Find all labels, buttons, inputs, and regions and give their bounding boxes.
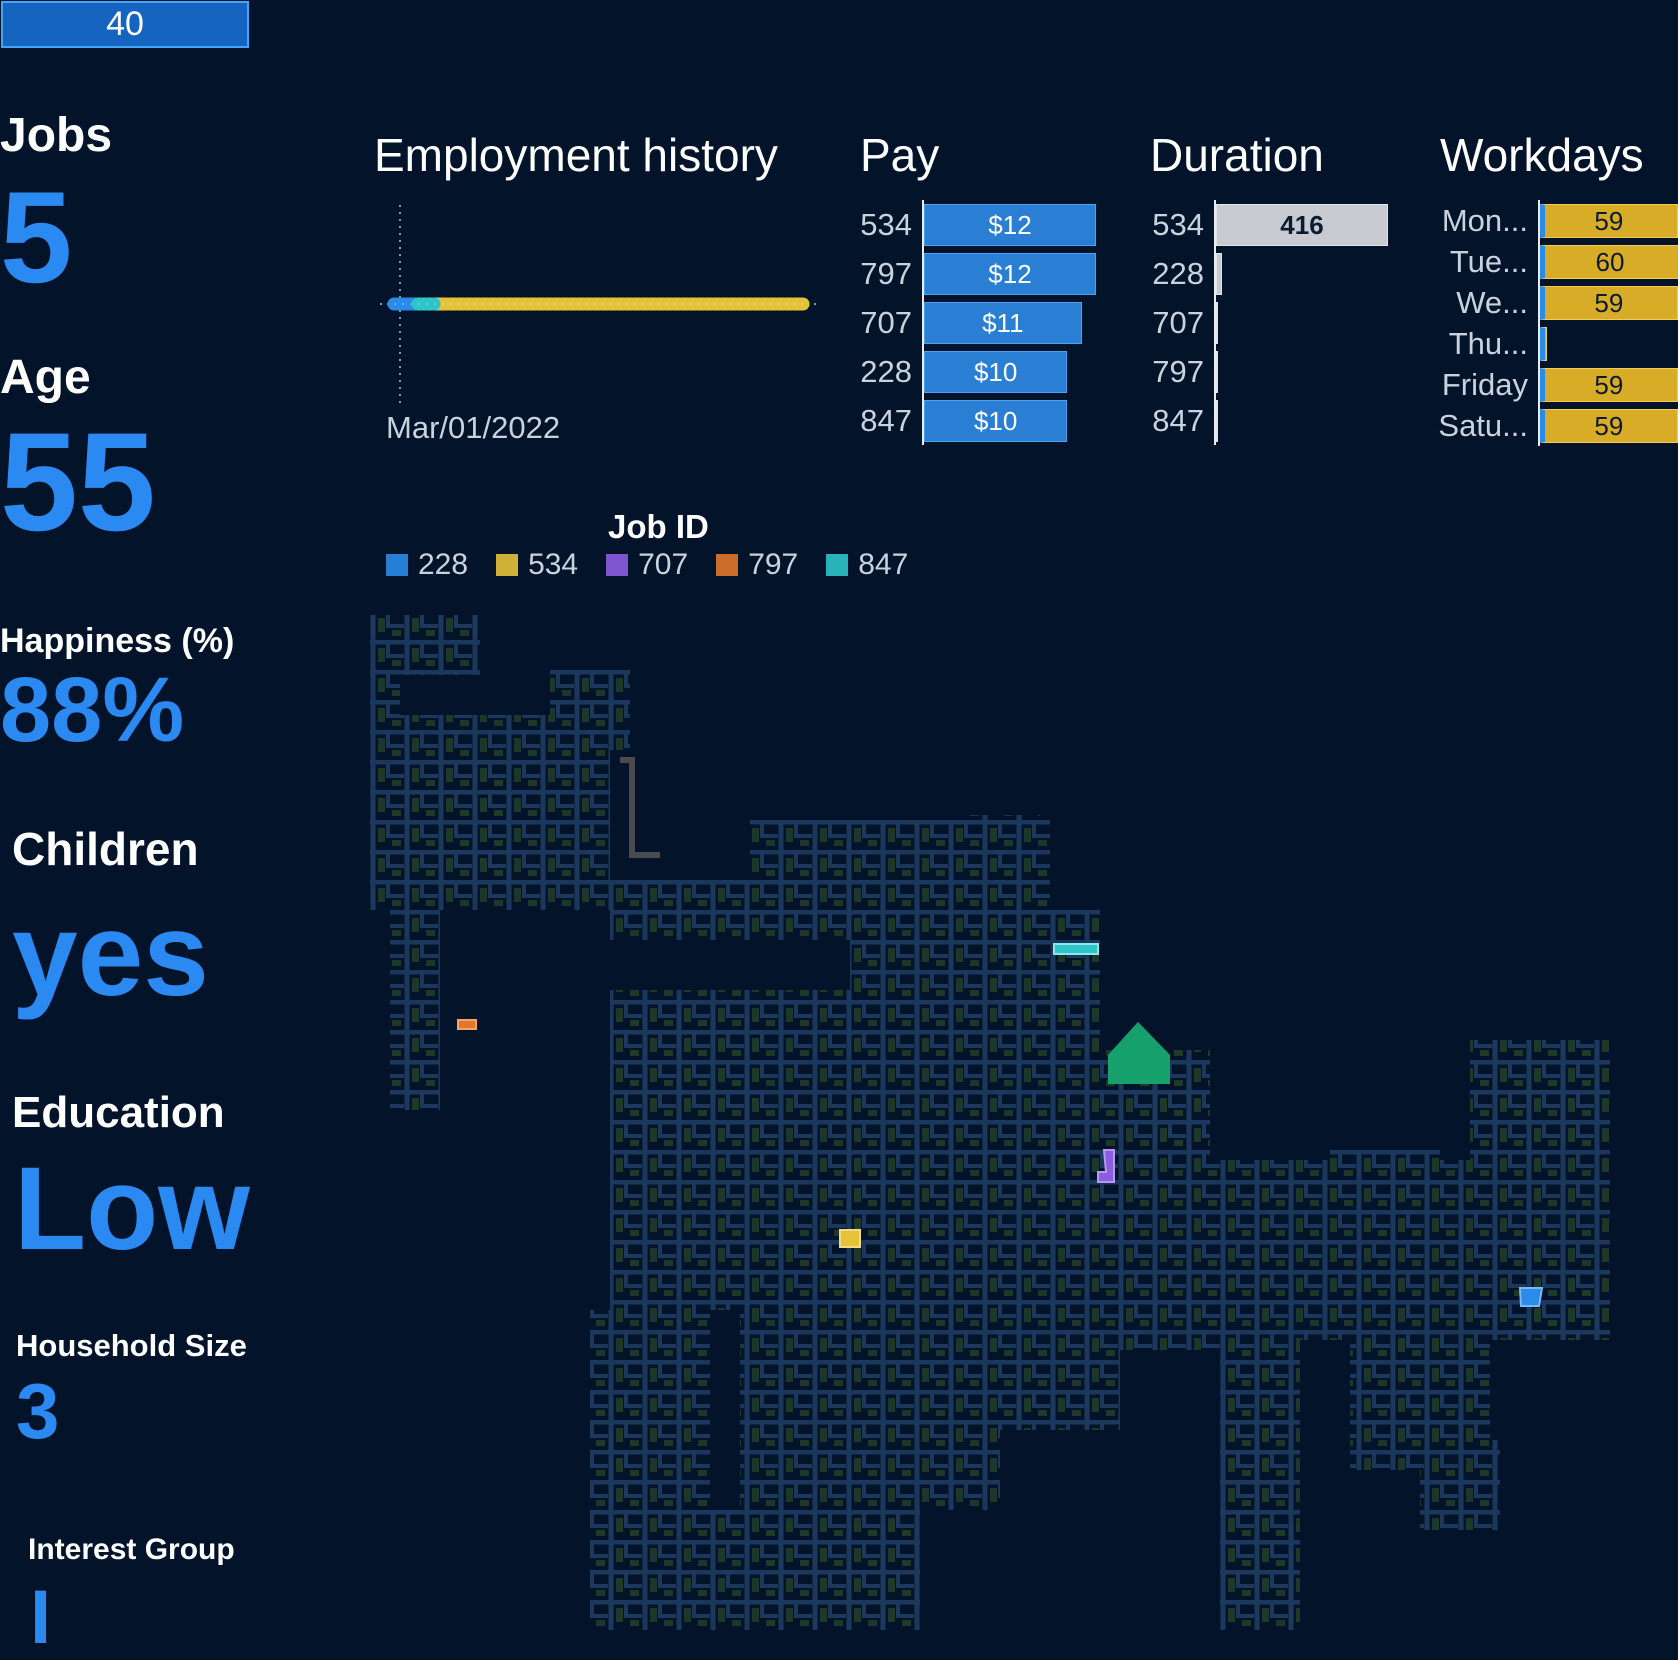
household-size-value: 3 [16,1367,60,1455]
education-value: Low [14,1143,250,1275]
bar-mark[interactable] [1540,285,1678,320]
duration-chart-title: Duration [1150,129,1324,181]
map-location-707[interactable] [1097,1149,1115,1183]
bar-mark[interactable] [1216,203,1388,246]
map-location-797[interactable] [457,1019,477,1030]
map-path-gray [620,757,660,858]
bar-value-label: 416 [1280,209,1324,240]
bar-mark[interactable] [924,301,1082,344]
bar-mark[interactable] [1540,203,1678,238]
workdays-axis-line [1538,200,1540,446]
interest-group-label: Interest Group [28,1533,235,1566]
timeline-date-label: Mar/01/2022 [386,410,561,445]
legend-label: 797 [748,548,799,581]
age-label: Age [0,351,91,404]
pay-axis-line [922,200,924,445]
legend-label: 707 [638,548,689,581]
city-streets [370,615,1610,1630]
employment-history-timeline [380,205,820,405]
children-value: yes [12,889,209,1021]
legend-item-534[interactable]: 534 [496,548,578,582]
bar-category-label: 797 [860,255,912,291]
bar-category-label: 228 [1152,255,1204,291]
jobs-value: 5 [0,164,73,310]
bar-value-label: $10 [973,356,1018,387]
bar-category-label: Tue... [1449,243,1528,279]
bar-value-label: 59 [1594,287,1624,318]
bar-mark[interactable] [1540,326,1547,361]
duration-axis-line [1214,200,1216,445]
bar-mark[interactable] [924,203,1096,246]
bar-mark[interactable] [1216,350,1218,393]
legend-item-797[interactable]: 797 [716,548,798,582]
bar-mark[interactable] [1540,408,1678,443]
pay-chart: 534 $12 797 $12 707 $11 228 $10 847 $10 [838,200,1098,450]
bar-mark[interactable] [1216,252,1222,295]
bar-value-label: $10 [973,405,1018,436]
bar-value-label: 59 [1594,369,1624,400]
happiness-value: 88% [0,659,185,761]
home-icon[interactable] [1108,1022,1170,1084]
bar-mark[interactable] [924,399,1068,442]
duration-chart: 534 416 228 707 797 847 [1128,200,1398,450]
legend-label: 534 [528,548,579,581]
bar-category-label: We... [1456,284,1528,320]
pay-chart-title: Pay [860,129,940,181]
bar-category-label: 797 [1152,353,1204,389]
bar-mark[interactable] [1540,244,1678,279]
happiness-label: Happiness (%) [0,622,235,660]
map-location-534[interactable] [839,1229,861,1248]
employment-history-title: Employment history [374,129,778,181]
bar-category-label: Friday [1441,366,1528,402]
legend-swatch [496,554,519,576]
bar-mark[interactable] [1540,367,1678,402]
interest-group-value: I [30,1575,52,1660]
bar-value-label: 59 [1594,205,1624,236]
citizen-id-box[interactable]: 40 [1,1,249,48]
legend-swatch [716,554,739,576]
household-size-label: Household Size [16,1328,247,1363]
legend-label: 847 [858,548,909,581]
bar-value-label: $12 [988,258,1032,289]
bar-value-label: $12 [988,209,1032,240]
bar-mark[interactable] [1216,301,1218,344]
legend-swatch [606,554,629,576]
bar-category-label: 534 [860,206,912,242]
bar-category-label: 228 [860,353,912,389]
jobs-label: Jobs [0,109,113,162]
city-map[interactable] [370,610,1640,1635]
bar-value-label: $11 [982,307,1024,338]
bar-mark[interactable] [924,252,1096,295]
bar-category-label: Satu... [1438,407,1528,443]
job-id-legend: 228 534 707 797 847 [386,548,908,582]
bar-mark[interactable] [1216,399,1218,442]
bar-category-label: 534 [1152,206,1204,242]
legend-item-847[interactable]: 847 [826,548,908,582]
map-location-847[interactable] [1053,943,1099,955]
map-location-228[interactable] [1518,1287,1544,1307]
workdays-chart-title: Workdays [1440,129,1644,181]
bar-category-label: 847 [1152,402,1204,438]
legend-item-228[interactable]: 228 [386,548,468,582]
bar-category-label: 707 [1152,304,1204,340]
children-label: Children [12,823,199,875]
bar-value-label: 60 [1595,246,1625,277]
bar-category-label: 707 [860,304,912,340]
bar-category-label: Mon... [1441,202,1528,238]
education-label: Education [12,1088,225,1137]
legend-item-707[interactable]: 707 [606,548,688,582]
legend-title: Job ID [608,508,709,545]
age-value: 55 [0,403,156,560]
bar-value-label: 59 [1594,410,1624,441]
bar-category-label: Thu... [1448,325,1528,361]
legend-label: 228 [418,548,469,581]
legend-swatch [386,554,408,576]
workdays-chart: Mon... 59 Tue... 60 We... 59 Thu... Friday 59 Sat… [1430,200,1678,450]
legend-swatch [826,554,849,576]
bar-category-label: 847 [860,402,912,438]
bar-mark[interactable] [924,350,1068,393]
